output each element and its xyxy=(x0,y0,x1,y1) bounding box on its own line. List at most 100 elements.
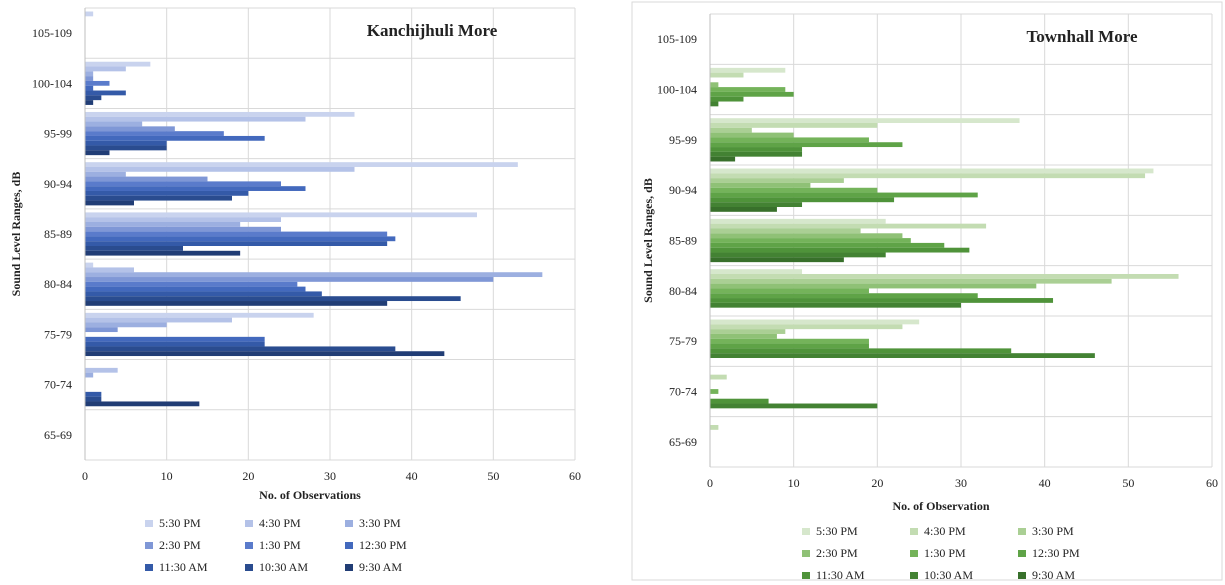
legend-swatch xyxy=(910,572,918,579)
x-tick-label: 50 xyxy=(1122,476,1134,490)
bar-430pm-100-104 xyxy=(85,66,126,72)
bar-330pm-95-99 xyxy=(85,121,143,127)
bar-1230pm-85-89 xyxy=(710,242,945,248)
bar-930am-75-79 xyxy=(85,351,445,357)
x-tick-label: 30 xyxy=(324,469,336,483)
bar-530pm-85-89 xyxy=(710,218,886,224)
bar-1030am-90-94 xyxy=(710,202,803,208)
bar-930am-85-89 xyxy=(85,250,241,256)
legend-swatch xyxy=(245,520,253,527)
legend-item: 4:30 PM xyxy=(245,516,301,530)
bar-130pm-85-89 xyxy=(710,238,911,243)
bar-1230pm-90-94 xyxy=(710,192,978,198)
bar-530pm-75-79 xyxy=(85,312,314,318)
y-tick-label: 70-74 xyxy=(669,385,697,399)
bar-130pm-100-104 xyxy=(710,87,786,92)
bar-130pm-80-84 xyxy=(710,288,869,294)
y-tick-label: 90-94 xyxy=(44,177,72,191)
bar-330pm-95-99 xyxy=(710,127,752,133)
bar-1130am-100-104 xyxy=(710,96,744,102)
bar-330pm-85-89 xyxy=(85,222,241,227)
bar-1230pm-90-94 xyxy=(85,186,306,191)
bar-230pm-85-89 xyxy=(85,226,281,232)
bar-130pm-100-104 xyxy=(85,80,110,86)
legend-label: 1:30 PM xyxy=(924,546,966,560)
y-tick-label: 65-69 xyxy=(669,435,697,449)
bar-1030am-80-84 xyxy=(85,296,461,302)
bar-130pm-95-99 xyxy=(85,131,224,136)
bar-530pm-80-84 xyxy=(85,262,94,268)
bar-430pm-80-84 xyxy=(710,273,1179,279)
bar-530pm-100-104 xyxy=(710,67,786,73)
bar-1030am-95-99 xyxy=(85,145,167,151)
legend-item: 9:30 AM xyxy=(345,560,402,574)
bar-430pm-75-79 xyxy=(85,317,232,323)
legend-swatch xyxy=(245,542,253,549)
legend-item: 4:30 PM xyxy=(910,524,966,538)
bar-530pm-100-104 xyxy=(85,61,151,67)
bar-230pm-95-99 xyxy=(710,132,794,138)
bar-130pm-75-79 xyxy=(710,338,869,344)
y-tick-label: 75-79 xyxy=(44,327,72,341)
chart-frame xyxy=(631,1,1223,581)
legend-swatch xyxy=(1018,572,1026,579)
bar-1130am-95-99 xyxy=(710,147,803,152)
bar-1030am-100-104 xyxy=(85,95,102,101)
bar-1130am-70-74 xyxy=(85,391,102,397)
legend-item: 5:30 PM xyxy=(145,516,201,530)
bar-230pm-80-84 xyxy=(710,283,1037,289)
bar-1030am-85-89 xyxy=(710,252,886,258)
legend-swatch xyxy=(802,550,810,557)
bar-230pm-90-94 xyxy=(85,176,208,182)
legend-label: 1:30 PM xyxy=(259,538,301,552)
legend-item: 3:30 PM xyxy=(345,516,401,530)
bar-130pm-95-99 xyxy=(710,137,869,143)
bar-1130am-80-84 xyxy=(710,298,1054,303)
legend-label: 12:30 PM xyxy=(359,538,407,552)
y-tick-label: 105-109 xyxy=(657,32,697,46)
bar-1030am-90-94 xyxy=(85,195,232,201)
bar-930am-85-89 xyxy=(710,257,844,263)
y-tick-label: 75-79 xyxy=(669,334,697,348)
bar-330pm-75-79 xyxy=(85,322,167,328)
y-tick-label: 95-99 xyxy=(44,127,72,141)
legend-label: 9:30 AM xyxy=(359,560,402,574)
legend-swatch xyxy=(345,564,353,571)
bar-1130am-90-94 xyxy=(85,190,249,196)
bar-930am-95-99 xyxy=(710,156,736,162)
bar-1030am-80-84 xyxy=(710,302,961,308)
legend-label: 9:30 AM xyxy=(1032,568,1075,582)
legend-label: 5:30 PM xyxy=(159,516,201,530)
legend-label: 3:30 PM xyxy=(359,516,401,530)
x-tick-label: 10 xyxy=(788,476,800,490)
bar-1230pm-100-104 xyxy=(85,85,94,91)
bar-1130am-85-89 xyxy=(85,241,388,246)
bar-1030am-75-79 xyxy=(710,353,1095,359)
bar-530pm-90-94 xyxy=(710,168,1154,174)
bar-1230pm-75-79 xyxy=(85,336,265,342)
bar-530pm-95-99 xyxy=(85,111,355,117)
legend-swatch xyxy=(345,520,353,527)
bar-1130am-100-104 xyxy=(85,90,126,96)
bar-930am-70-74 xyxy=(85,401,200,407)
bar-1230pm-85-89 xyxy=(85,236,396,242)
bar-1030am-100-104 xyxy=(710,101,719,107)
chart-title: Townhall More xyxy=(1027,27,1138,46)
bar-230pm-80-84 xyxy=(85,277,494,282)
x-axis-title: No. of Observation xyxy=(893,499,990,513)
legend-swatch xyxy=(910,528,918,535)
legend-swatch xyxy=(145,520,153,527)
bar-430pm-90-94 xyxy=(710,173,1146,179)
y-axis-title: Sound Level Ranges, dB xyxy=(9,172,23,297)
bar-230pm-85-89 xyxy=(710,233,903,239)
legend-label: 12:30 PM xyxy=(1032,546,1080,560)
legend-item: 12:30 PM xyxy=(1018,546,1080,560)
legend-label: 11:30 AM xyxy=(159,560,208,574)
bar-430pm-70-74 xyxy=(85,367,118,373)
bar-130pm-90-94 xyxy=(85,181,281,187)
y-tick-label: 90-94 xyxy=(669,183,697,197)
legend-item: 10:30 AM xyxy=(245,560,308,574)
bar-330pm-80-84 xyxy=(85,272,543,278)
bar-430pm-70-74 xyxy=(710,374,727,380)
y-tick-label: 105-109 xyxy=(32,26,72,40)
